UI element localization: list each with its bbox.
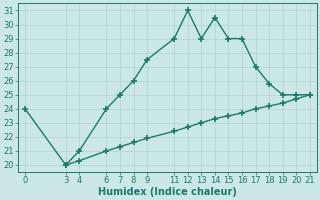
X-axis label: Humidex (Indice chaleur): Humidex (Indice chaleur) [98, 187, 237, 197]
